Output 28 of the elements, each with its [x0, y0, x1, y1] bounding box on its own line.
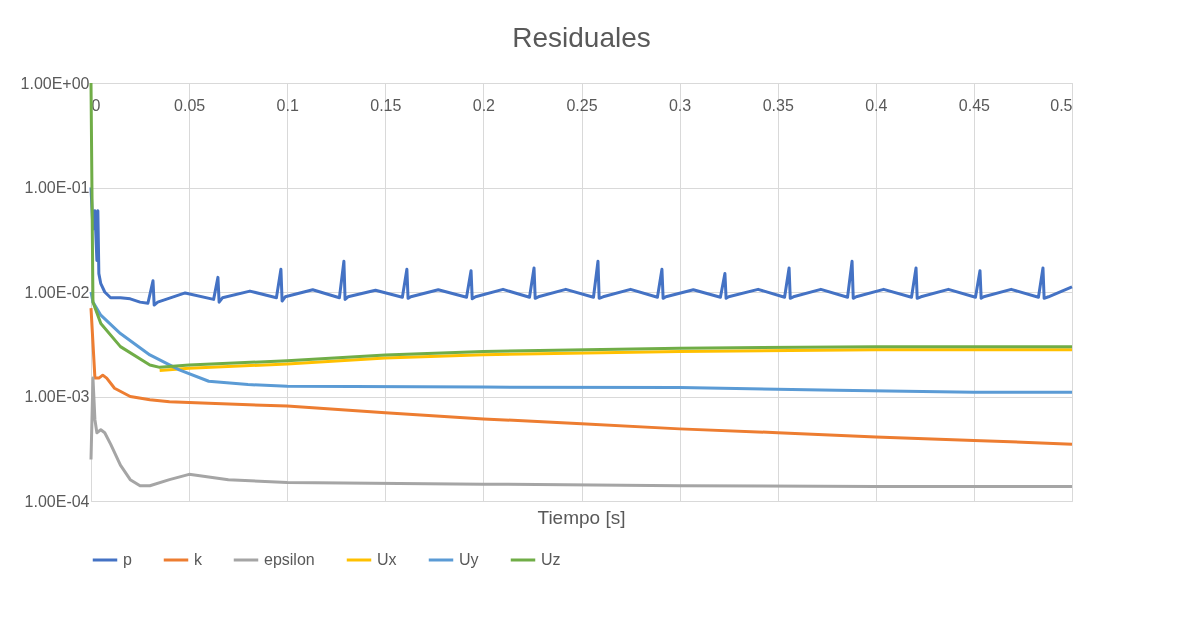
legend-label: p: [123, 551, 132, 568]
x-tick-label: 0.1: [276, 96, 299, 114]
x-tick-label: 0.5: [1050, 96, 1073, 114]
legend-label: Uy: [459, 551, 479, 568]
legend-label: Uz: [541, 551, 561, 568]
x-tick-label: 0.15: [370, 96, 402, 114]
line-series: [89, 290, 1074, 394]
line-series: [158, 348, 1074, 373]
legend-label: epsilon: [264, 551, 315, 568]
x-axis-title: Tiempo [s]: [537, 507, 626, 528]
x-tick-label: 0.4: [865, 96, 888, 114]
legend-label: Ux: [377, 551, 397, 568]
x-tick-label: 0.45: [958, 96, 991, 114]
x-tick-label: 0.05: [174, 96, 206, 114]
line-series: [89, 376, 1074, 488]
y-tick-label: 1.00E+00: [20, 74, 90, 92]
chart-title: Residuales: [512, 22, 651, 53]
x-tick-label: 0.25: [566, 96, 598, 114]
line-series: [89, 81, 1074, 369]
x-tick-label: 0.3: [668, 96, 692, 114]
legend-label: k: [194, 551, 203, 568]
x-tick-label: 0.35: [762, 96, 794, 114]
y-tick-label: 1.00E-03: [24, 388, 90, 405]
y-tick-label: 1.00E-04: [24, 492, 90, 510]
x-tick-label: 0.2: [472, 96, 496, 114]
y-tick-label: 1.00E-02: [24, 283, 90, 301]
y-tick-label: 1.00E-01: [24, 179, 90, 196]
line-series: [89, 306, 1074, 446]
